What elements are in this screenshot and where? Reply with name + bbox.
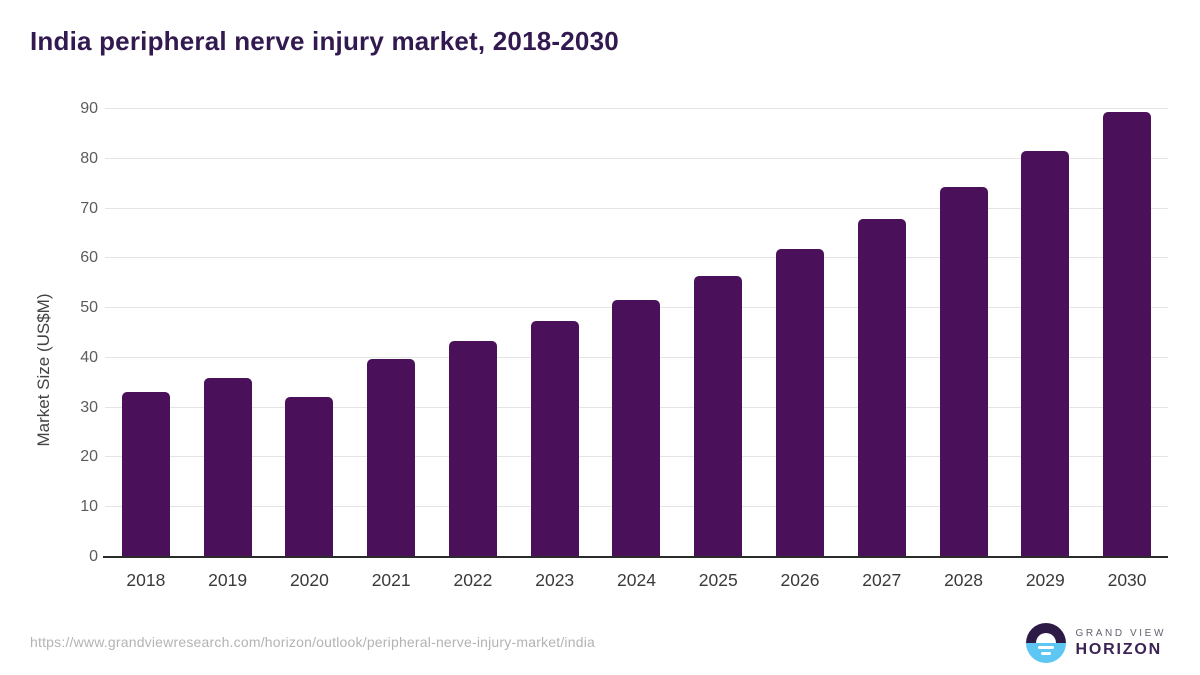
gridline-60: [105, 257, 1168, 259]
brand-logo: GRAND VIEW HORIZON: [1025, 621, 1166, 665]
logo-sun-shape: [1035, 633, 1056, 643]
y-tick-40: 40: [80, 348, 98, 366]
bar-slot-2028: [923, 109, 1005, 557]
x-label-2024: 2024: [617, 569, 656, 590]
x-label-2023: 2023: [535, 569, 575, 590]
bar-slot-2020: [269, 109, 351, 557]
gridline-70: [105, 207, 1168, 209]
bar-slot-2027: [841, 109, 923, 557]
y-tick-20: 20: [80, 448, 98, 466]
bars-row: [105, 109, 1168, 557]
bar-slot-2023: [514, 109, 596, 557]
bar-slot-2019: [187, 109, 269, 557]
bar-2020: [285, 396, 334, 557]
chart-title: India peripheral nerve injury market, 20…: [30, 26, 619, 56]
bar-slot-2018: [105, 109, 187, 557]
x-label-2021: 2021: [371, 569, 411, 590]
bar-2018: [121, 391, 170, 557]
x-label-2028: 2028: [944, 569, 983, 590]
y-tick-10: 10: [80, 498, 98, 516]
y-tick-80: 80: [80, 149, 98, 167]
y-tick-50: 50: [80, 299, 98, 317]
x-label-2019: 2019: [208, 569, 248, 590]
y-axis-ticks: 0 10 20 30 40 50 60 70 80 90: [0, 100, 98, 565]
bar-2024: [612, 299, 661, 557]
bar-slot-2022: [432, 109, 514, 557]
x-axis-line: [103, 556, 1168, 558]
y-tick-90: 90: [80, 100, 98, 117]
x-axis-labels: 2018 2019 2020 2021 2022 2023 2024 2025 2026 2027…: [105, 563, 1168, 597]
y-tick-30: 30: [80, 398, 98, 416]
gridline-90: [105, 108, 1168, 109]
bar-slot-2025: [677, 109, 759, 557]
x-label-2025: 2025: [698, 569, 738, 590]
logo-brand-name: GRAND VIEW: [1075, 627, 1166, 639]
bar-2021: [367, 358, 416, 557]
x-label-2030: 2030: [1107, 569, 1147, 590]
bar-2030: [1103, 111, 1152, 557]
bar-slot-2026: [759, 109, 841, 557]
x-label-2020: 2020: [289, 569, 329, 590]
logo-reflection-stripe: [1037, 646, 1054, 649]
gridline-80: [105, 157, 1168, 159]
bar-slot-2024: [596, 109, 678, 557]
x-label-2022: 2022: [453, 569, 493, 590]
bar-2026: [776, 248, 824, 557]
y-tick-60: 60: [80, 249, 98, 267]
x-label-2029: 2029: [1025, 569, 1065, 590]
bar-2019: [203, 378, 252, 557]
bar-slot-2029: [1004, 109, 1086, 557]
logo-reflection-stripe: [1040, 652, 1051, 655]
logo-product-name: HORIZON: [1075, 640, 1162, 658]
source-url: https://www.grandviewresearch.com/horizo…: [30, 634, 595, 650]
y-tick-0: 0: [89, 548, 98, 565]
bar-2025: [694, 275, 743, 557]
bar-slot-2030: [1086, 109, 1168, 557]
bar-slot-2021: [350, 109, 432, 557]
x-label-2027: 2027: [862, 569, 902, 590]
y-tick-70: 70: [80, 199, 98, 217]
bar-2023: [530, 320, 579, 557]
x-label-2018: 2018: [126, 569, 166, 590]
plot-area: [103, 108, 1168, 558]
bar-2029: [1021, 151, 1070, 557]
bar-2022: [448, 340, 497, 557]
logo-text: GRAND VIEW HORIZON: [1076, 628, 1166, 659]
x-label-2026: 2026: [780, 569, 820, 590]
sunrise-horizon-icon: [1025, 623, 1066, 663]
bar-2027: [857, 218, 906, 557]
bar-2028: [939, 187, 988, 557]
